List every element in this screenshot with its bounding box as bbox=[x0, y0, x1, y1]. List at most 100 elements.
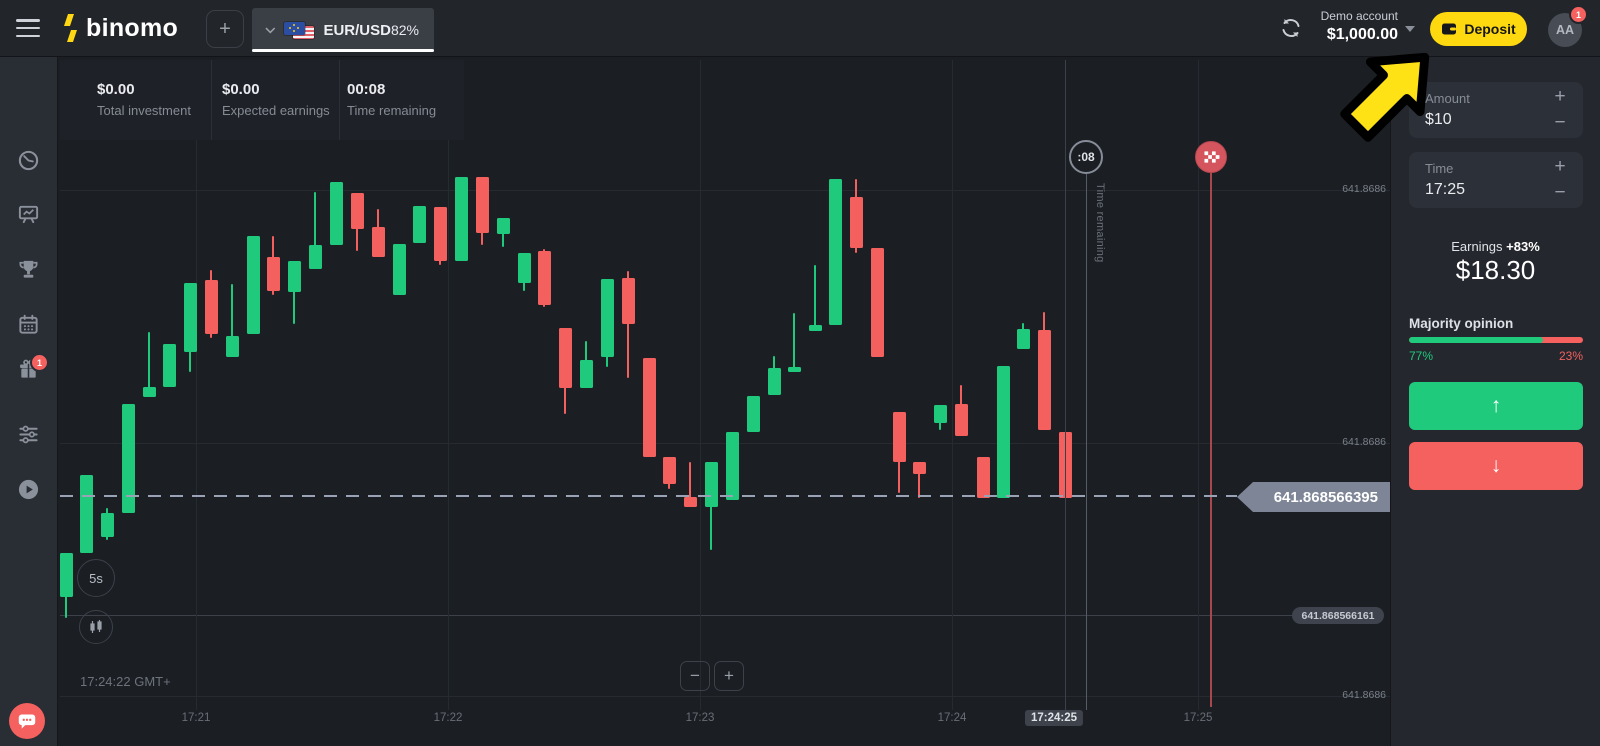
candle bbox=[997, 366, 1010, 498]
refresh-icon[interactable] bbox=[1280, 17, 1302, 39]
purchase-time-gridline bbox=[1065, 60, 1066, 710]
candle-wick bbox=[793, 313, 795, 372]
time-label: Time bbox=[1425, 161, 1454, 176]
candle bbox=[455, 177, 468, 261]
time-axis-label: 17:25 bbox=[1183, 712, 1213, 724]
candle bbox=[309, 245, 322, 269]
amount-card[interactable]: Amount $10 + − bbox=[1409, 82, 1583, 138]
candle bbox=[60, 553, 73, 597]
candle bbox=[143, 387, 156, 397]
time-remaining-circle: :08 bbox=[1069, 140, 1103, 174]
stat-value: 00:08 bbox=[347, 81, 386, 98]
logo-text: binomo bbox=[86, 14, 179, 42]
asset-tab-eurusd[interactable]: EUR/USD 82% bbox=[252, 8, 434, 52]
candle bbox=[413, 206, 426, 243]
candle bbox=[205, 280, 218, 334]
current-price-line bbox=[60, 495, 1237, 497]
zoom-in-button[interactable]: + bbox=[714, 661, 744, 691]
trade-stats-strip: $0.00 Total investment $0.00 Expected ea… bbox=[60, 60, 464, 140]
trading-history-clock-icon[interactable] bbox=[17, 149, 40, 172]
candle bbox=[768, 368, 781, 395]
candle bbox=[476, 177, 489, 233]
candle bbox=[747, 396, 760, 432]
stat-value: $0.00 bbox=[97, 81, 135, 98]
purchase-time-badge: 17:24:25 bbox=[1024, 710, 1084, 726]
stat-time-remaining: 00:08 Time remaining bbox=[340, 60, 464, 140]
price-axis-label: 641.8686 bbox=[1342, 183, 1386, 195]
amount-increase-button[interactable]: + bbox=[1554, 86, 1566, 107]
time-decrease-button[interactable]: − bbox=[1554, 182, 1566, 203]
zoom-out-button[interactable]: − bbox=[680, 661, 710, 691]
stat-label: Time remaining bbox=[347, 103, 437, 118]
amount-decrease-button[interactable]: − bbox=[1554, 112, 1566, 133]
tutorials-play-icon[interactable] bbox=[17, 478, 40, 501]
majority-opinion-label: Majority opinion bbox=[1409, 316, 1514, 331]
market-analytics-icon[interactable] bbox=[17, 203, 40, 226]
timeframe-button[interactable]: 5s bbox=[77, 559, 115, 597]
candle bbox=[497, 218, 510, 234]
events-calendar-icon[interactable] bbox=[17, 313, 40, 336]
candle bbox=[893, 412, 906, 462]
left-sidebar: 1 bbox=[0, 56, 58, 746]
candle bbox=[330, 182, 343, 245]
candle bbox=[559, 328, 572, 388]
candle bbox=[809, 325, 822, 331]
earnings-caption: Earnings +83% bbox=[1391, 239, 1600, 254]
majority-percentages: 77% 23% bbox=[1409, 349, 1583, 363]
candle-wick bbox=[148, 332, 150, 397]
candle bbox=[913, 462, 926, 474]
gift-badge: 1 bbox=[30, 353, 49, 372]
candle-wick bbox=[689, 462, 691, 507]
candle bbox=[643, 358, 656, 457]
deposit-annotation-arrow-icon bbox=[1340, 52, 1430, 142]
checkered-flag-pattern bbox=[1204, 151, 1220, 163]
binomo-logo[interactable]: binomo bbox=[60, 13, 178, 43]
call-up-button[interactable]: ↑ bbox=[1409, 382, 1583, 430]
stat-value: $0.00 bbox=[222, 81, 260, 98]
stat-label: Expected earnings bbox=[222, 103, 330, 118]
candle-wick bbox=[293, 261, 295, 324]
settings-sliders-icon[interactable] bbox=[17, 423, 40, 446]
expiry-line bbox=[1210, 157, 1212, 707]
account-switcher[interactable]: Demo account $1,000.00 bbox=[1300, 9, 1398, 45]
chart-type-button[interactable] bbox=[79, 610, 113, 644]
eu-flag-icon bbox=[283, 21, 305, 35]
lightning-icon bbox=[64, 14, 77, 42]
secondary-price-line bbox=[60, 615, 1293, 616]
add-asset-tab-button[interactable]: + bbox=[206, 10, 244, 48]
candle bbox=[351, 193, 364, 229]
chat-bubble-icon bbox=[18, 714, 36, 729]
amount-label: Amount bbox=[1425, 91, 1470, 106]
support-chat-button[interactable] bbox=[9, 703, 45, 739]
candle bbox=[267, 257, 280, 291]
candle bbox=[434, 207, 447, 261]
menu-icon[interactable] bbox=[16, 19, 40, 37]
majority-opinion-bar bbox=[1409, 337, 1583, 343]
earnings-percent: +83% bbox=[1506, 239, 1540, 254]
time-value: 17:25 bbox=[1425, 181, 1466, 198]
candle bbox=[955, 404, 968, 436]
amount-value: $10 bbox=[1425, 111, 1452, 128]
candle bbox=[705, 462, 718, 507]
candle bbox=[393, 244, 406, 295]
candle bbox=[788, 367, 801, 372]
time-remaining-caption: Time remaining bbox=[1094, 183, 1106, 263]
time-increase-button[interactable]: + bbox=[1554, 156, 1566, 177]
put-down-button[interactable]: ↓ bbox=[1409, 442, 1583, 490]
candle bbox=[80, 475, 93, 553]
expiry-flag-icon bbox=[1195, 141, 1227, 173]
wallet-icon bbox=[1442, 23, 1457, 35]
tournaments-trophy-icon[interactable] bbox=[17, 258, 40, 281]
candle bbox=[829, 179, 842, 325]
time-card[interactable]: Time 17:25 + − bbox=[1409, 152, 1583, 208]
pair-payout: 82% bbox=[390, 22, 419, 38]
stat-label: Total investment bbox=[97, 103, 191, 118]
candle bbox=[1017, 329, 1030, 349]
secondary-price-tag: 641.868566161 bbox=[1292, 607, 1384, 624]
chart-clock: 17:24:22 GMT+ bbox=[80, 674, 171, 689]
deposit-button[interactable]: Deposit bbox=[1430, 12, 1527, 46]
candle-wick bbox=[627, 271, 629, 378]
account-chevron-icon[interactable] bbox=[1405, 26, 1415, 32]
